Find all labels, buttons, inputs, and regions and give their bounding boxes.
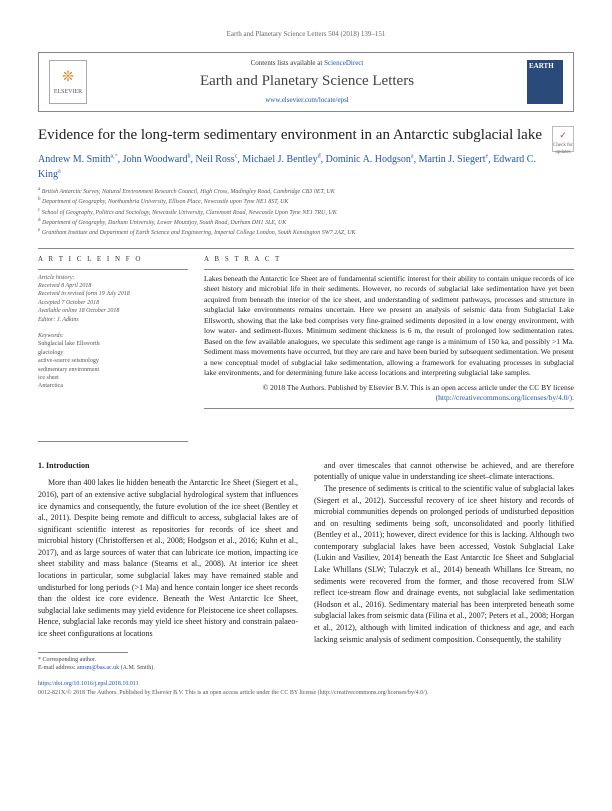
check-label: Check for updates (553, 143, 573, 155)
contents-line: Contents lists available at ScienceDirec… (87, 59, 527, 69)
keyword: Subglacial lake Ellsworth (38, 340, 188, 348)
author[interactable]: Neil Rossc (196, 154, 238, 165)
keyword: glaciology (38, 349, 188, 357)
author-list: Andrew M. Smitha,*, John Woodwardb, Neil… (38, 152, 574, 182)
license-line: © 2018 The Authors. Published by Elsevie… (204, 383, 574, 404)
author[interactable]: Michael J. Bentleyd (242, 154, 320, 165)
earth-logo-text: EARTH (529, 62, 561, 72)
affiliation: d Department of Geography, Durham Univer… (38, 217, 574, 227)
divider (38, 441, 188, 442)
license-url[interactable]: (http://creativecommons.org/licenses/by/… (436, 393, 574, 402)
keyword: sedimentary environment (38, 366, 188, 374)
journal-header-bar: ❊ ELSEVIER Contents lists available at S… (38, 52, 574, 113)
footer-bar: https://doi.org/10.1016/j.epsl.2018.10.0… (38, 680, 574, 697)
tree-icon: ❊ (62, 68, 74, 88)
keyword: ice sheet (38, 374, 188, 382)
article-title: Evidence for the long-term sedimentary e… (38, 126, 574, 146)
journal-url[interactable]: www.elsevier.com/locate/epsl (87, 96, 527, 106)
affiliation: e Grantham Institute and Department of E… (38, 227, 574, 237)
divider (38, 248, 574, 249)
author[interactable]: Martin J. Siegerte (419, 154, 489, 165)
author[interactable]: Dominic A. Hodgsona (326, 154, 414, 165)
body-col-left: 1. Introduction More than 400 lakes lie … (38, 460, 298, 673)
contents-label: Contents lists available at (251, 59, 323, 67)
history-label: Article history: (38, 274, 188, 282)
body-col-right: and over timescales that cannot otherwis… (314, 460, 574, 673)
intro-para-3: The presence of sediments is critical to… (314, 483, 574, 645)
footnotes: * Corresponding author. E-mail address: … (38, 656, 298, 673)
footnote-rule (38, 652, 128, 653)
author-email[interactable]: amsm@bas.ac.uk (77, 665, 119, 671)
abstract-text: Lakes beneath the Antarctic Ice Sheet ar… (204, 274, 574, 379)
keyword: Antarctica (38, 382, 188, 390)
divider (204, 408, 574, 409)
email-label: E-mail address: (38, 665, 76, 671)
author[interactable]: Andrew M. Smitha,* (38, 154, 118, 165)
license-text: © 2018 The Authors. Published by Elsevie… (263, 383, 574, 392)
corresponding-author: * Corresponding author. (38, 656, 298, 664)
affiliations: a British Antarctic Survey, Natural Envi… (38, 186, 574, 238)
journal-name: Earth and Planetary Science Letters (87, 71, 527, 92)
affiliation: a British Antarctic Survey, Natural Envi… (38, 186, 574, 196)
doi-link[interactable]: https://doi.org/10.1016/j.epsl.2018.10.0… (38, 680, 428, 688)
divider (38, 269, 188, 270)
affiliation: c School of Geography, Politics and Soci… (38, 207, 574, 217)
article-info-head: A R T I C L E I N F O (38, 255, 188, 265)
running-head: Earth and Planetary Science Letters 504 … (38, 30, 574, 40)
history-online: Available online 18 October 2018 (38, 307, 188, 315)
intro-para-2: and over timescales that cannot otherwis… (314, 460, 574, 483)
journal-block: Contents lists available at ScienceDirec… (87, 59, 527, 106)
keywords-list: Subglacial lake Ellsworth glaciology act… (38, 340, 188, 390)
keyword: active-source seismology (38, 357, 188, 365)
affiliation: b Department of Geography, Northumbria U… (38, 196, 574, 206)
history-editor: Editor: J. Adkins (38, 316, 188, 324)
history-accepted: Accepted 7 October 2018 (38, 299, 188, 307)
history-received: Received 8 April 2018 (38, 282, 188, 290)
keywords-label: Keywords: (38, 332, 188, 340)
sciencedirect-link[interactable]: ScienceDirect (324, 59, 363, 67)
abstract-head: A B S T R A C T (204, 255, 574, 265)
issn-line: 0012-821X/© 2018 The Authors. Published … (38, 689, 428, 697)
email-name: (A.M. Smith). (121, 665, 155, 671)
elsevier-logo: ❊ ELSEVIER (49, 60, 87, 104)
divider (204, 269, 574, 270)
body-columns: 1. Introduction More than 400 lakes lie … (38, 460, 574, 673)
author[interactable]: John Woodwardb (123, 154, 191, 165)
check-updates-badge[interactable]: Check for updates (552, 126, 574, 152)
history-revised: Received in revised form 19 July 2018 (38, 290, 188, 298)
journal-cover-thumb: EARTH (527, 60, 563, 104)
publisher-name: ELSEVIER (54, 88, 82, 96)
intro-para-1: More than 400 lakes lie hidden beneath t… (38, 477, 298, 639)
article-history: Article history: Received 8 April 2018 R… (38, 274, 188, 324)
section-title: 1. Introduction (38, 460, 298, 472)
